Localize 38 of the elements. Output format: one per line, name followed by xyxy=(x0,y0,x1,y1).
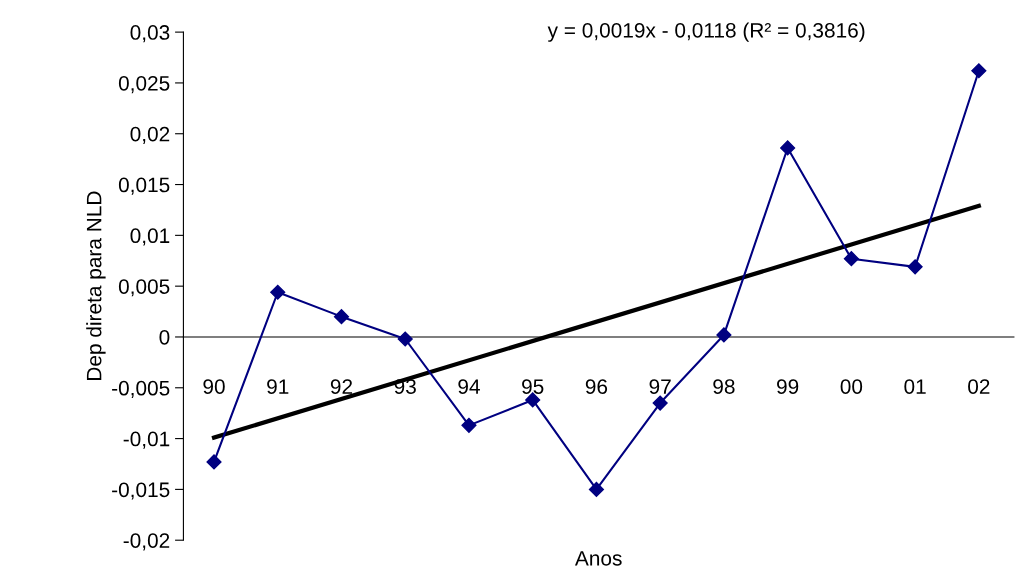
point xyxy=(971,63,987,79)
y-tick-label: 0,01 xyxy=(130,228,170,246)
x-tick-label: 94 xyxy=(458,379,480,394)
point xyxy=(780,140,796,156)
x-tick-label: 98 xyxy=(713,379,735,394)
x-axis-title: Anos xyxy=(574,551,622,566)
x-tick-label: 90 xyxy=(203,379,225,394)
y-tick-label: -0,015 xyxy=(112,482,170,500)
y-tick-label: 0,005 xyxy=(118,279,170,297)
x-tick-label: 97 xyxy=(649,379,671,394)
y-tick-label: 0 xyxy=(159,329,170,345)
y-tick-label: -0,01 xyxy=(123,431,170,449)
point xyxy=(907,259,923,275)
point xyxy=(270,284,286,300)
x-tick-label: 92 xyxy=(330,379,353,394)
x-tick-label: 91 xyxy=(267,379,289,394)
x-tick-label: 02 xyxy=(968,379,990,394)
point xyxy=(206,454,222,470)
y-tick-label: -0,005 xyxy=(112,380,170,398)
y-tick-label: 0,025 xyxy=(118,75,170,94)
point xyxy=(333,309,350,325)
point xyxy=(461,417,477,433)
x-tick-label: 01 xyxy=(904,379,926,394)
point xyxy=(652,395,668,411)
y-tick-label: -0,02 xyxy=(123,533,170,551)
point xyxy=(716,327,732,343)
y-tick-label: 0,02 xyxy=(130,126,170,144)
x-tick-label: 95 xyxy=(522,379,544,394)
annotation: y = 0,0019x - 0,0118 (R² = 0,3816) xyxy=(547,22,865,42)
point xyxy=(843,251,859,267)
x-tick-label: 96 xyxy=(585,379,608,394)
point xyxy=(588,481,605,497)
x-tick-label: 99 xyxy=(777,379,799,394)
point xyxy=(397,331,413,347)
x-tick-label: 00 xyxy=(840,379,863,394)
y-tick-label: 0,015 xyxy=(118,177,170,195)
y-tick-label: 0,03 xyxy=(130,25,170,43)
y-axis-title: Dep direta para NLD xyxy=(86,191,106,380)
